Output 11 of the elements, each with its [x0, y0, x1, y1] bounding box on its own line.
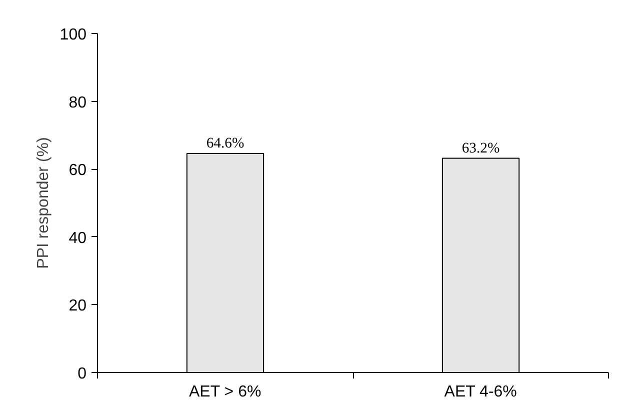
- data-label: 64.6%: [206, 136, 244, 152]
- y-axis-title: PPI responder (%): [34, 137, 52, 269]
- data-label: 63.2%: [462, 140, 500, 156]
- y-tick-label: 80: [68, 94, 87, 112]
- y-tick-label: 20: [68, 298, 87, 315]
- y-tick-label: 40: [68, 230, 87, 247]
- y-tick-label: 0: [78, 366, 87, 382]
- y-tick-label: 60: [68, 162, 87, 180]
- x-tick-label: AET 4-6%: [444, 384, 517, 400]
- y-tick-label: 100: [60, 26, 87, 44]
- x-tick-label: AET > 6%: [189, 384, 262, 400]
